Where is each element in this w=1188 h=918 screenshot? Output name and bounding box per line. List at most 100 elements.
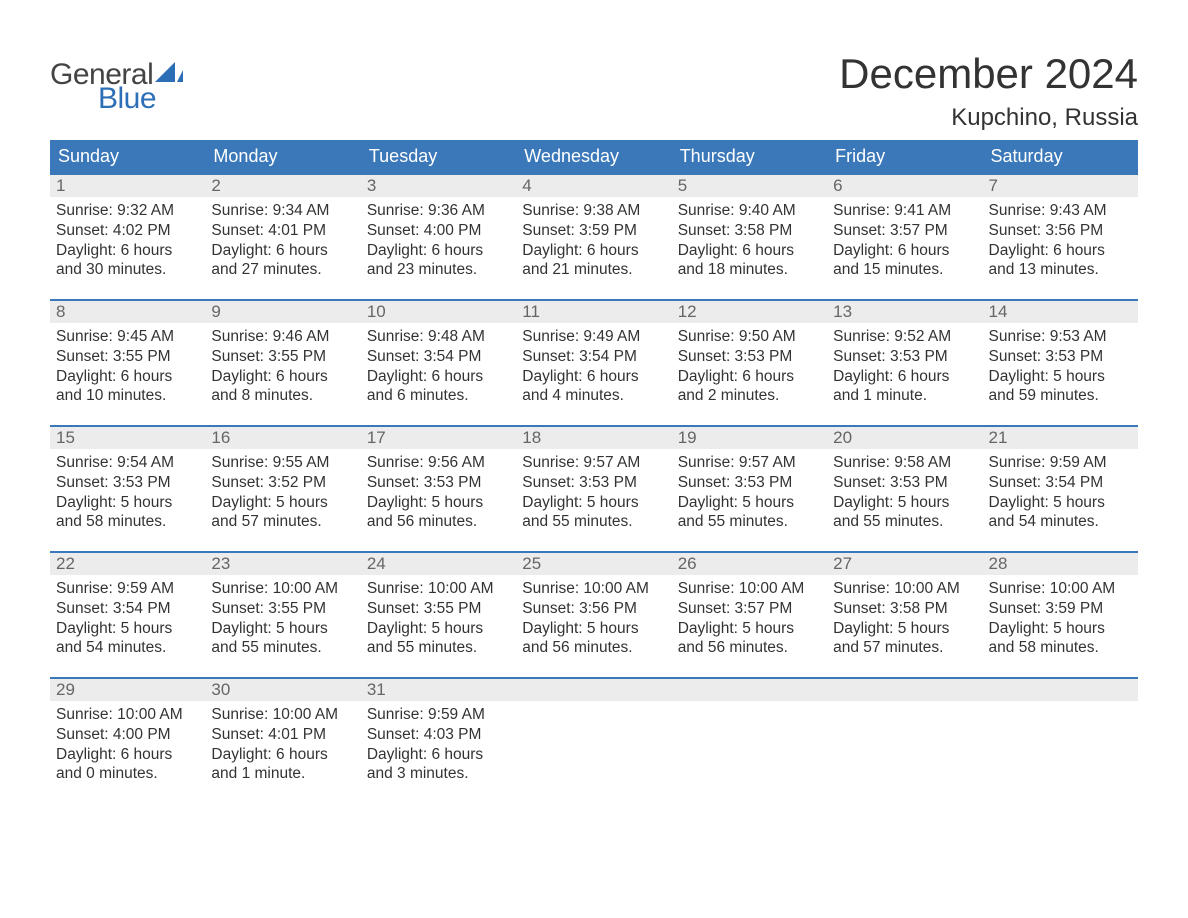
day-cell: 10Sunrise: 9:48 AMSunset: 3:54 PMDayligh…	[361, 301, 516, 411]
week-row: 22Sunrise: 9:59 AMSunset: 3:54 PMDayligh…	[50, 551, 1138, 663]
day-number: .	[983, 679, 1138, 701]
day-number: 3	[361, 175, 516, 197]
sunset-text: Sunset: 3:59 PM	[522, 221, 665, 241]
daylight-text-2: and 27 minutes.	[211, 260, 354, 280]
sunset-text: Sunset: 3:55 PM	[56, 347, 199, 367]
daylight-text-1: Daylight: 6 hours	[211, 367, 354, 387]
daylight-text-2: and 54 minutes.	[56, 638, 199, 658]
sunrise-text: Sunrise: 9:59 AM	[989, 453, 1132, 473]
sunset-text: Sunset: 3:54 PM	[367, 347, 510, 367]
daylight-text-2: and 3 minutes.	[367, 764, 510, 784]
day-content: Sunrise: 9:54 AMSunset: 3:53 PMDaylight:…	[50, 449, 205, 536]
day-number: 12	[672, 301, 827, 323]
daylight-text-2: and 55 minutes.	[522, 512, 665, 532]
sunset-text: Sunset: 4:02 PM	[56, 221, 199, 241]
empty-day-cell: .	[672, 679, 827, 789]
daylight-text-2: and 30 minutes.	[56, 260, 199, 280]
day-number: 7	[983, 175, 1138, 197]
sunrise-text: Sunrise: 9:58 AM	[833, 453, 976, 473]
day-cell: 9Sunrise: 9:46 AMSunset: 3:55 PMDaylight…	[205, 301, 360, 411]
day-cell: 17Sunrise: 9:56 AMSunset: 3:53 PMDayligh…	[361, 427, 516, 537]
daylight-text-1: Daylight: 5 hours	[989, 367, 1132, 387]
day-number: 29	[50, 679, 205, 701]
empty-day-cell: .	[983, 679, 1138, 789]
day-number: 13	[827, 301, 982, 323]
day-number: 8	[50, 301, 205, 323]
day-content: Sunrise: 10:00 AMSunset: 3:55 PMDaylight…	[361, 575, 516, 662]
week-row: 8Sunrise: 9:45 AMSunset: 3:55 PMDaylight…	[50, 299, 1138, 411]
weekday-friday: Friday	[827, 140, 982, 173]
daylight-text-2: and 18 minutes.	[678, 260, 821, 280]
sunset-text: Sunset: 4:01 PM	[211, 221, 354, 241]
weekday-tuesday: Tuesday	[361, 140, 516, 173]
day-cell: 19Sunrise: 9:57 AMSunset: 3:53 PMDayligh…	[672, 427, 827, 537]
sunset-text: Sunset: 3:53 PM	[522, 473, 665, 493]
day-cell: 24Sunrise: 10:00 AMSunset: 3:55 PMDaylig…	[361, 553, 516, 663]
day-cell: 13Sunrise: 9:52 AMSunset: 3:53 PMDayligh…	[827, 301, 982, 411]
daylight-text-1: Daylight: 6 hours	[522, 241, 665, 261]
sunrise-text: Sunrise: 9:40 AM	[678, 201, 821, 221]
daylight-text-2: and 15 minutes.	[833, 260, 976, 280]
day-cell: 25Sunrise: 10:00 AMSunset: 3:56 PMDaylig…	[516, 553, 671, 663]
empty-day-cell: .	[827, 679, 982, 789]
daylight-text-1: Daylight: 5 hours	[989, 619, 1132, 639]
day-number: 24	[361, 553, 516, 575]
sunrise-text: Sunrise: 9:52 AM	[833, 327, 976, 347]
day-number: 10	[361, 301, 516, 323]
daylight-text-1: Daylight: 6 hours	[56, 367, 199, 387]
daylight-text-1: Daylight: 5 hours	[211, 493, 354, 513]
daylight-text-1: Daylight: 5 hours	[678, 619, 821, 639]
header: General Blue December 2024 Kupchino, Rus…	[50, 50, 1138, 132]
daylight-text-2: and 56 minutes.	[367, 512, 510, 532]
day-content: Sunrise: 9:57 AMSunset: 3:53 PMDaylight:…	[672, 449, 827, 536]
title-block: December 2024 Kupchino, Russia	[839, 50, 1138, 132]
sunrise-text: Sunrise: 9:57 AM	[522, 453, 665, 473]
sunrise-text: Sunrise: 10:00 AM	[678, 579, 821, 599]
sunrise-text: Sunrise: 10:00 AM	[989, 579, 1132, 599]
sunset-text: Sunset: 3:57 PM	[678, 599, 821, 619]
sunrise-text: Sunrise: 10:00 AM	[211, 705, 354, 725]
sunrise-text: Sunrise: 9:49 AM	[522, 327, 665, 347]
day-cell: 29Sunrise: 10:00 AMSunset: 4:00 PMDaylig…	[50, 679, 205, 789]
day-cell: 18Sunrise: 9:57 AMSunset: 3:53 PMDayligh…	[516, 427, 671, 537]
sunrise-text: Sunrise: 10:00 AM	[833, 579, 976, 599]
sunset-text: Sunset: 4:00 PM	[367, 221, 510, 241]
day-number: 25	[516, 553, 671, 575]
sunrise-text: Sunrise: 9:56 AM	[367, 453, 510, 473]
day-content: Sunrise: 9:46 AMSunset: 3:55 PMDaylight:…	[205, 323, 360, 410]
daylight-text-1: Daylight: 6 hours	[678, 241, 821, 261]
sunrise-text: Sunrise: 10:00 AM	[211, 579, 354, 599]
day-number: 2	[205, 175, 360, 197]
day-number: 4	[516, 175, 671, 197]
sunset-text: Sunset: 4:00 PM	[56, 725, 199, 745]
sunrise-text: Sunrise: 9:32 AM	[56, 201, 199, 221]
day-cell: 7Sunrise: 9:43 AMSunset: 3:56 PMDaylight…	[983, 175, 1138, 285]
day-number: 20	[827, 427, 982, 449]
sunset-text: Sunset: 3:59 PM	[989, 599, 1132, 619]
sunset-text: Sunset: 3:54 PM	[989, 473, 1132, 493]
daylight-text-2: and 1 minute.	[833, 386, 976, 406]
weekday-header-row: SundayMondayTuesdayWednesdayThursdayFrid…	[50, 140, 1138, 173]
day-content: Sunrise: 9:48 AMSunset: 3:54 PMDaylight:…	[361, 323, 516, 410]
daylight-text-1: Daylight: 5 hours	[367, 493, 510, 513]
daylight-text-2: and 55 minutes.	[211, 638, 354, 658]
day-number: 11	[516, 301, 671, 323]
sunrise-text: Sunrise: 9:59 AM	[56, 579, 199, 599]
day-cell: 26Sunrise: 10:00 AMSunset: 3:57 PMDaylig…	[672, 553, 827, 663]
daylight-text-2: and 57 minutes.	[211, 512, 354, 532]
sunset-text: Sunset: 3:55 PM	[211, 347, 354, 367]
day-cell: 11Sunrise: 9:49 AMSunset: 3:54 PMDayligh…	[516, 301, 671, 411]
day-cell: 30Sunrise: 10:00 AMSunset: 4:01 PMDaylig…	[205, 679, 360, 789]
daylight-text-1: Daylight: 5 hours	[833, 619, 976, 639]
sunrise-text: Sunrise: 9:54 AM	[56, 453, 199, 473]
sunset-text: Sunset: 4:01 PM	[211, 725, 354, 745]
month-title: December 2024	[839, 50, 1138, 98]
day-content: Sunrise: 9:55 AMSunset: 3:52 PMDaylight:…	[205, 449, 360, 536]
sunrise-text: Sunrise: 10:00 AM	[522, 579, 665, 599]
empty-day-cell: .	[516, 679, 671, 789]
day-content: Sunrise: 9:45 AMSunset: 3:55 PMDaylight:…	[50, 323, 205, 410]
week-row: 1Sunrise: 9:32 AMSunset: 4:02 PMDaylight…	[50, 173, 1138, 285]
daylight-text-2: and 21 minutes.	[522, 260, 665, 280]
logo-sail-icon	[155, 62, 183, 89]
day-cell: 14Sunrise: 9:53 AMSunset: 3:53 PMDayligh…	[983, 301, 1138, 411]
